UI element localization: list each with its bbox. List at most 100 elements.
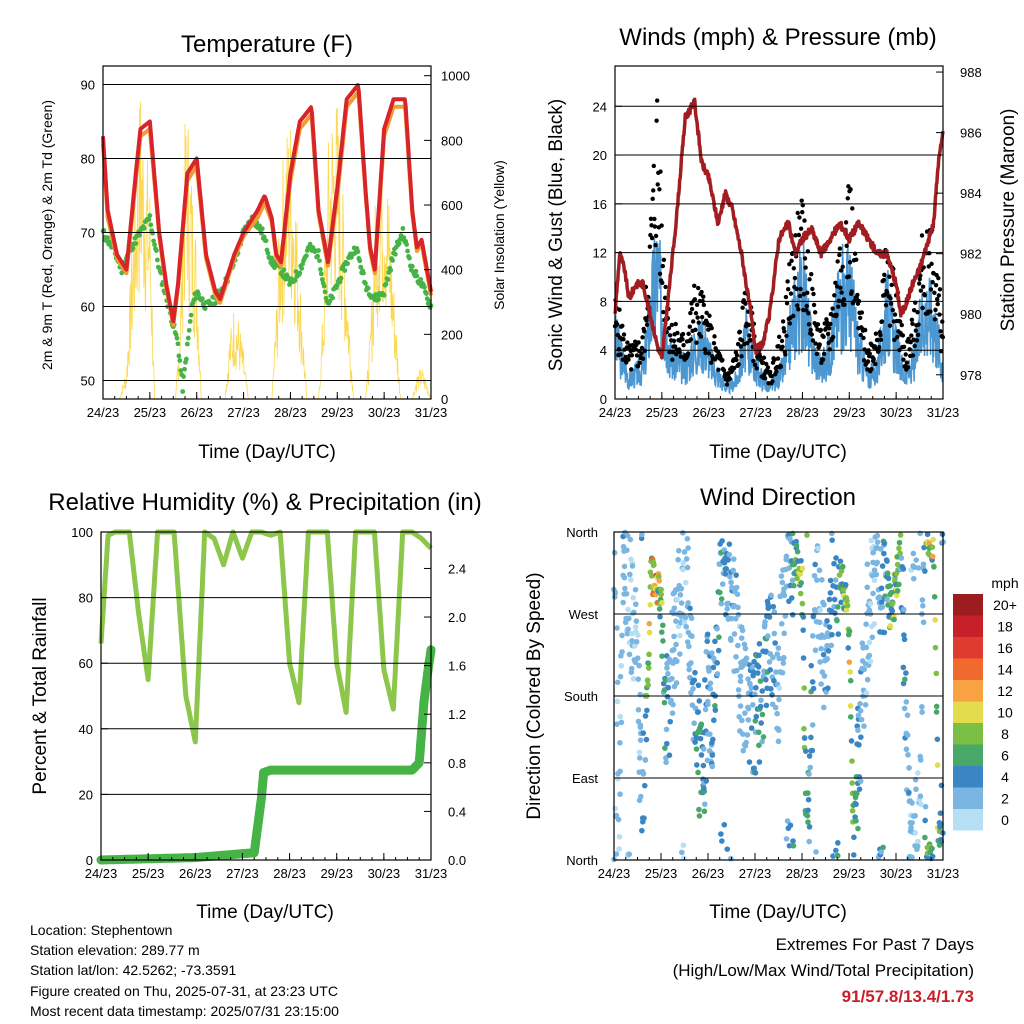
direction-point — [838, 568, 845, 574]
dewpoint-point — [330, 295, 335, 301]
direction-point — [728, 615, 735, 622]
direction-point — [919, 709, 925, 715]
gust-point — [648, 216, 654, 221]
direction-point — [922, 834, 928, 841]
direction-point — [737, 678, 744, 685]
direction-point — [761, 623, 768, 630]
direction-point — [920, 602, 926, 609]
dewpoint-point — [188, 312, 194, 318]
direction-point — [657, 613, 663, 620]
gust-point — [838, 285, 843, 291]
direction-point — [863, 644, 870, 651]
gust-point — [642, 329, 647, 334]
gust-point — [836, 298, 841, 304]
gust-point — [675, 330, 680, 336]
x-tick-label: 29/23 — [320, 866, 353, 881]
direction-point — [733, 653, 739, 660]
gust-point — [680, 331, 686, 337]
direction-point — [781, 592, 788, 599]
direction-point — [826, 624, 833, 630]
direction-point — [789, 577, 796, 584]
dewpoint-point — [400, 226, 406, 231]
gust-point — [716, 367, 721, 372]
direction-point — [650, 562, 657, 569]
direction-point — [869, 634, 876, 641]
gust-point — [769, 374, 775, 379]
direction-point — [658, 591, 665, 598]
gust-point — [782, 329, 787, 334]
gust-point — [887, 323, 893, 328]
gust-point — [653, 243, 658, 248]
x-tick-label: 27/23 — [739, 405, 772, 420]
gust-point — [840, 264, 845, 270]
direction-point — [818, 681, 824, 687]
gust-point — [912, 343, 917, 349]
direction-point — [846, 628, 853, 635]
direction-point — [824, 656, 831, 662]
direction-point — [618, 663, 625, 669]
gust-point — [621, 332, 627, 337]
direction-point — [851, 834, 857, 841]
direction-point — [735, 687, 742, 693]
direction-point — [832, 577, 839, 583]
direction-point — [859, 640, 866, 647]
direction-point — [660, 638, 666, 644]
direction-point — [750, 672, 756, 679]
direction-point — [724, 846, 731, 852]
gust-point — [739, 354, 744, 359]
direction-point — [712, 638, 718, 645]
direction-point — [843, 607, 850, 613]
direction-point — [857, 778, 864, 784]
direction-point — [801, 725, 807, 732]
direction-point — [915, 838, 921, 845]
direction-point — [866, 652, 873, 659]
dewpoint-point — [334, 282, 340, 288]
direction-point — [858, 716, 865, 723]
y2-tick-label: 0.4 — [448, 804, 466, 819]
direction-point — [669, 675, 675, 682]
direction-point — [646, 620, 653, 627]
direction-point — [896, 545, 902, 552]
direction-point — [704, 698, 711, 705]
gust-point — [919, 233, 925, 238]
direction-point — [701, 677, 708, 683]
gust-point — [812, 310, 818, 315]
gust-point — [934, 297, 940, 302]
direction-point — [911, 564, 918, 571]
direction-point — [684, 639, 691, 645]
direction-point — [924, 531, 931, 538]
direction-point — [815, 545, 821, 552]
gust-point — [797, 293, 803, 299]
gust-point — [818, 327, 823, 333]
gust-point — [636, 340, 641, 345]
gust-point — [865, 359, 871, 364]
dewpoint-point — [152, 242, 157, 248]
gust-point — [678, 354, 683, 359]
direction-point — [900, 566, 907, 572]
direction-point — [753, 713, 760, 720]
gust-point — [699, 289, 704, 295]
gust-point — [811, 291, 816, 297]
direction-point — [637, 793, 644, 800]
y-tick-label: South — [564, 689, 598, 704]
y2-tick-label: 984 — [960, 186, 982, 201]
direction-point — [862, 702, 869, 708]
direction-point — [646, 651, 652, 658]
gust-point — [802, 256, 808, 261]
dewpoint-point — [180, 389, 186, 394]
direction-point — [805, 790, 811, 796]
direction-point — [808, 662, 815, 669]
gust-point — [892, 337, 897, 342]
direction-point — [781, 654, 787, 661]
dewpoint-point — [137, 232, 142, 238]
gust-point — [837, 246, 843, 251]
direction-point — [681, 549, 688, 555]
direction-point — [913, 786, 919, 793]
direction-point — [857, 708, 864, 714]
gust-point — [932, 317, 938, 322]
gust-point — [828, 321, 833, 327]
direction-point — [825, 685, 831, 691]
gust-point — [647, 244, 653, 249]
direction-point — [800, 627, 806, 633]
y-tick-label: 12 — [593, 246, 607, 261]
